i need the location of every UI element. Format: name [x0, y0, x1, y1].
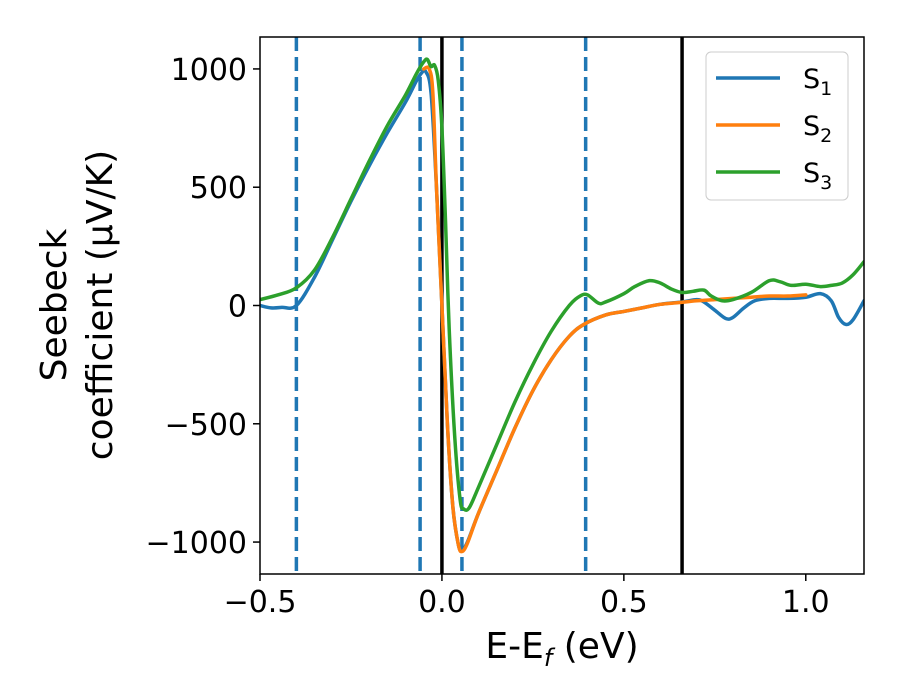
legend-label-S2: S2 [803, 111, 832, 147]
y-axis-label-line1: Seebeck [34, 228, 75, 381]
x-tick-label-0: −0.5 [224, 585, 297, 620]
x-tick-label-2: 0.5 [600, 585, 648, 620]
legend: S1 S2 S3 [705, 51, 849, 201]
y-tick-label-2: 0 [228, 290, 247, 325]
y-axis-label-line2: coefficient (μV/K) [80, 150, 121, 460]
y-tick-label-1: 500 [190, 171, 247, 206]
x-tick-label-3: 1.0 [782, 585, 830, 620]
x-axis-label: E-Ef (eV) [485, 626, 638, 672]
x-tick-label-1: 0.0 [418, 585, 466, 620]
y-tick-label-0: 1000 [171, 53, 247, 88]
legend-label-S1: S1 [803, 64, 832, 100]
series-line-S3 [260, 57, 864, 512]
y-tick-label-3: −500 [165, 408, 247, 443]
y-tick-label-4: −1000 [146, 526, 247, 561]
legend-label-S3: S3 [803, 158, 832, 194]
